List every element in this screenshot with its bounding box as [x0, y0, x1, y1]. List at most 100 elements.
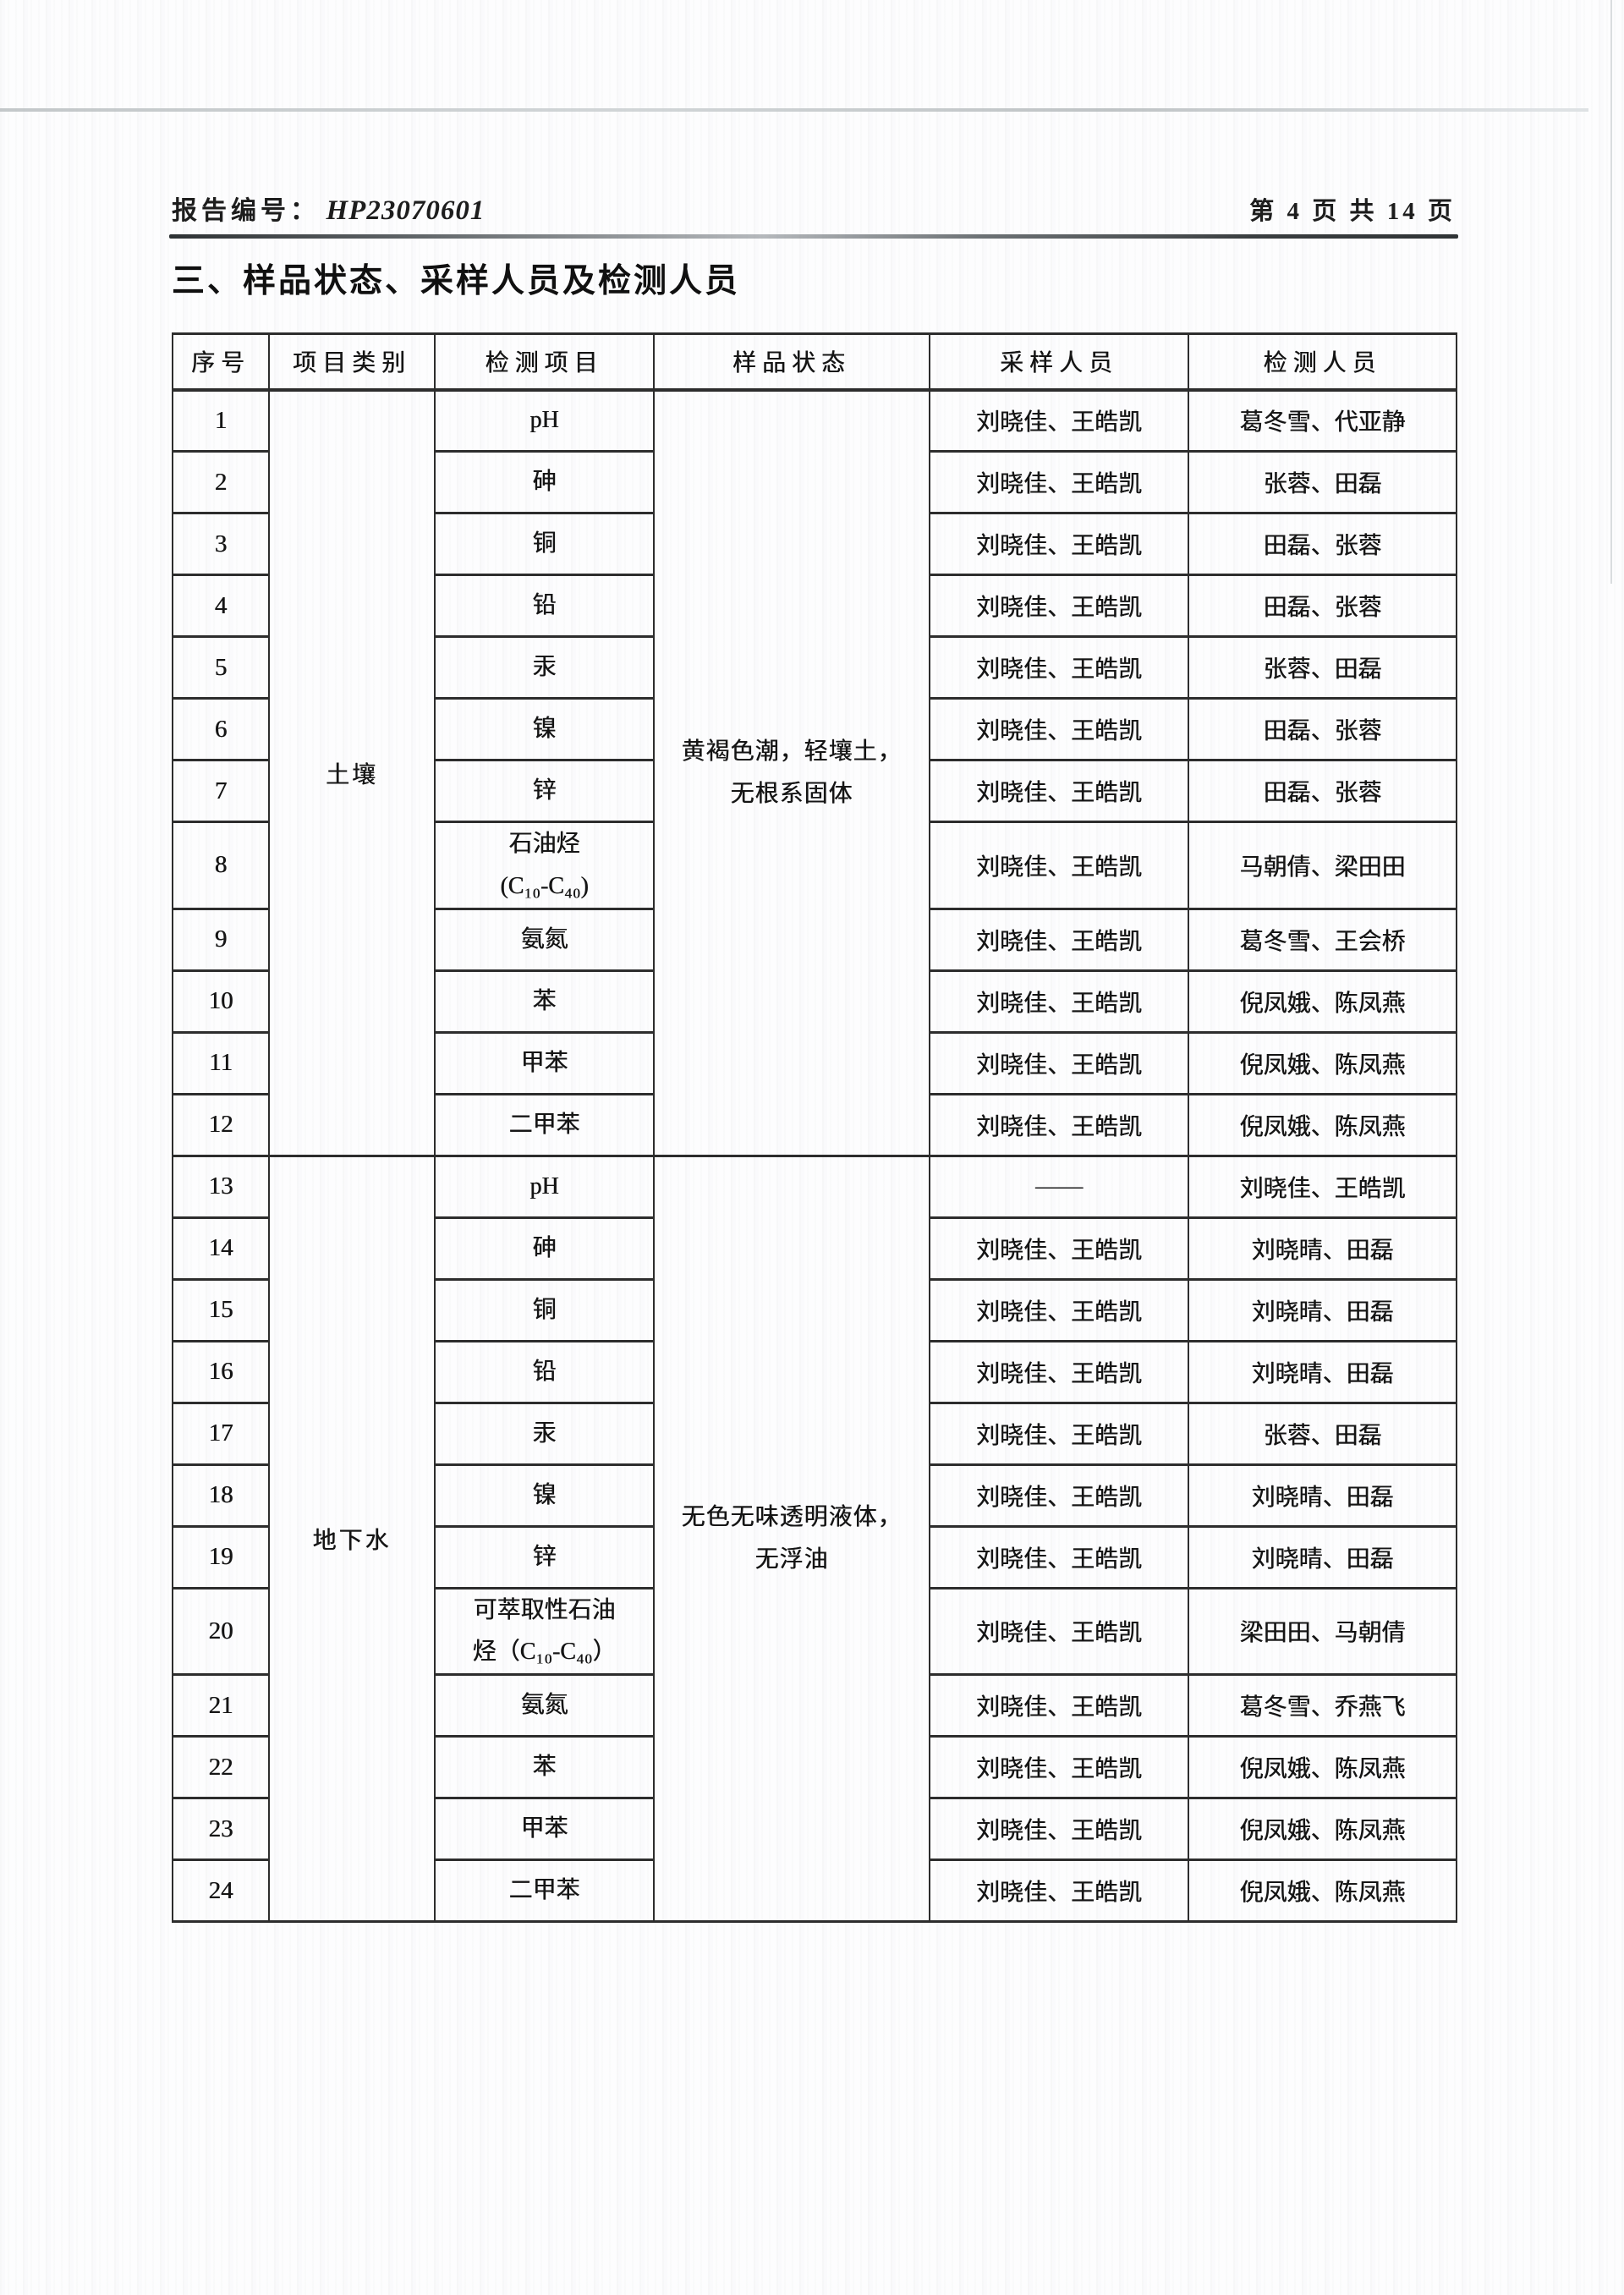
item-cell: 氨氮	[434, 907, 655, 972]
sampler-cell: 刘晓佳、王皓凯	[929, 1797, 1189, 1862]
table-row: 20 可萃取性石油 烃（C₁₀-C₄₀） 刘晓佳、王皓凯 梁田田、马朝倩	[172, 1586, 1457, 1677]
table-row: 3 铜 刘晓佳、王皓凯 田磊、张蓉	[172, 512, 1457, 576]
item-cell: 铅	[434, 1339, 655, 1404]
sampler-cell: 刘晓佳、王皓凯	[929, 512, 1189, 576]
table-row: 12 二甲苯 刘晓佳、王皓凯 倪凤娥、陈凤燕	[172, 1092, 1457, 1157]
item-cell: 镍	[434, 1463, 655, 1528]
table-row: 1 土壤 pH 黄褐色潮，轻壤土， 无根系固体 刘晓佳、王皓凯 葛冬雪、代亚静	[172, 388, 1457, 1157]
item-cell: 锌	[434, 1524, 655, 1589]
row-index-cell: 22	[172, 1735, 270, 1800]
inspector-cell: 刘晓晴、田磊	[1188, 1216, 1457, 1281]
row-index-cell: 24	[172, 1859, 270, 1924]
item-cell: 砷	[434, 1216, 655, 1281]
row-index-cell: 4	[172, 574, 270, 638]
row-index-cell: 23	[172, 1797, 270, 1862]
sampler-cell: 刘晓佳、王皓凯	[929, 1524, 1189, 1589]
item-cell: 汞	[434, 635, 655, 700]
row-index-cell: 11	[172, 1030, 270, 1095]
inspector-cell: 葛冬雪、乔燕飞	[1188, 1673, 1457, 1738]
row-index-cell: 9	[172, 907, 270, 972]
inspector-cell: 张蓉、田磊	[1188, 635, 1457, 700]
table-row: 14 砷 刘晓佳、王皓凯 刘晓晴、田磊	[172, 1216, 1457, 1281]
row-index-cell: 12	[172, 1092, 270, 1157]
item-cell: 汞	[434, 1401, 655, 1466]
table-row: 23 甲苯 刘晓佳、王皓凯 倪凤娥、陈凤燕	[172, 1797, 1457, 1862]
table-row: 17 汞 刘晓佳、王皓凯 张蓉、田磊	[172, 1401, 1457, 1466]
table-row: 5 汞 刘晓佳、王皓凯 张蓉、田磊	[172, 635, 1457, 700]
item-cell: 锌	[434, 759, 655, 823]
inspector-cell: 葛冬雪、王会桥	[1188, 907, 1457, 972]
inspector-cell: 刘晓晴、田磊	[1188, 1277, 1457, 1342]
sampler-cell: 刘晓佳、王皓凯	[929, 969, 1189, 1034]
sampler-cell: 刘晓佳、王皓凯	[929, 759, 1189, 823]
item-cell: 二甲苯	[434, 1092, 655, 1157]
item-cell: 苯	[434, 969, 655, 1034]
item-cell: 铜	[434, 1277, 655, 1342]
inspector-cell: 刘晓晴、田磊	[1188, 1339, 1457, 1404]
row-index-cell: 5	[172, 635, 270, 700]
row-index-cell: 13	[172, 1154, 270, 1219]
sampler-cell: 刘晓佳、王皓凯	[929, 635, 1189, 700]
column-header-category: 项目类别	[268, 332, 436, 392]
sampler-cell: 刘晓佳、王皓凯	[929, 1030, 1189, 1095]
row-index-cell: 1	[172, 388, 270, 453]
sampler-cell: 刘晓佳、王皓凯	[929, 821, 1189, 910]
table-row: 21 氨氮 刘晓佳、王皓凯 葛冬雪、乔燕飞	[172, 1673, 1457, 1738]
sampler-cell: 刘晓佳、王皓凯	[929, 450, 1189, 514]
sampler-cell: 刘晓佳、王皓凯	[929, 388, 1189, 453]
sampler-cell: 刘晓佳、王皓凯	[929, 1216, 1189, 1281]
sampler-cell: 刘晓佳、王皓凯	[929, 1277, 1189, 1342]
inspector-cell: 倪凤娥、陈凤燕	[1188, 1030, 1457, 1095]
table-row: 18 镍 刘晓佳、王皓凯 刘晓晴、田磊	[172, 1463, 1457, 1528]
row-index-cell: 6	[172, 697, 270, 761]
table-row: 24 二甲苯 刘晓佳、王皓凯 倪凤娥、陈凤燕	[172, 1859, 1457, 1924]
sampler-cell: 刘晓佳、王皓凯	[929, 697, 1189, 761]
table-row: 6 镍 刘晓佳、王皓凯 田磊、张蓉	[172, 697, 1457, 761]
table-row: 13 地下水 pH 无色无味透明液体， 无浮油 —— 刘晓佳、王皓凯	[172, 1154, 1457, 1924]
item-cell: 砷	[434, 450, 655, 514]
sampler-cell: 刘晓佳、王皓凯	[929, 1673, 1189, 1738]
column-header-inspector: 检测人员	[1188, 332, 1457, 392]
row-index-cell: 17	[172, 1401, 270, 1466]
item-cell: 石油烃 (C₁₀-C₄₀)	[434, 821, 655, 910]
header-divider	[169, 234, 1458, 239]
row-index-cell: 19	[172, 1524, 270, 1589]
row-index-cell: 10	[172, 969, 270, 1034]
state-cell-groundwater: 无色无味透明液体， 无浮油	[653, 1154, 930, 1924]
sampler-cell: 刘晓佳、王皓凯	[929, 1859, 1189, 1924]
report-number-label: 报告编号：	[172, 197, 320, 225]
page-indicator: 第 4 页 共 14 页	[1249, 198, 1456, 225]
column-header-item: 检测项目	[434, 332, 655, 392]
table-row: 7 锌 刘晓佳、王皓凯 田磊、张蓉	[172, 759, 1457, 823]
inspector-cell: 田磊、张蓉	[1188, 512, 1457, 576]
inspector-cell: 梁田田、马朝倩	[1188, 1586, 1457, 1677]
table-row: 16 铅 刘晓佳、王皓凯 刘晓晴、田磊	[172, 1339, 1457, 1404]
inspector-cell: 张蓉、田磊	[1188, 1401, 1457, 1466]
row-index-cell: 20	[172, 1586, 270, 1677]
scan-artifact-edge	[1610, 0, 1612, 584]
scan-artifact-line	[0, 108, 1588, 112]
table-row: 8 石油烃 (C₁₀-C₄₀) 刘晓佳、王皓凯 马朝倩、梁田田	[172, 821, 1457, 910]
sampler-cell: ——	[929, 1154, 1189, 1219]
report-number-value: HP23070601	[326, 195, 486, 226]
table-row: 10 苯 刘晓佳、王皓凯 倪凤娥、陈凤燕	[172, 969, 1457, 1034]
row-index-cell: 14	[172, 1216, 270, 1281]
item-cell: 铅	[434, 574, 655, 638]
row-index-cell: 7	[172, 759, 270, 823]
table-row: 15 铜 刘晓佳、王皓凯 刘晓晴、田磊	[172, 1277, 1457, 1342]
inspector-cell: 张蓉、田磊	[1188, 450, 1457, 514]
row-index-cell: 16	[172, 1339, 270, 1404]
row-index-cell: 8	[172, 821, 270, 910]
item-cell: 苯	[434, 1735, 655, 1800]
inspector-cell: 刘晓晴、田磊	[1188, 1463, 1457, 1528]
inspector-cell: 田磊、张蓉	[1188, 574, 1457, 638]
table-header-row: 序号 项目类别 检测项目 样品状态 采样人员 检测人员	[172, 332, 1457, 392]
inspector-cell: 田磊、张蓉	[1188, 697, 1457, 761]
column-header-state: 样品状态	[653, 332, 930, 392]
table-row: 11 甲苯 刘晓佳、王皓凯 倪凤娥、陈凤燕	[172, 1030, 1457, 1095]
section-title: 三、样品状态、采样人员及检测人员	[172, 263, 741, 299]
sampler-cell: 刘晓佳、王皓凯	[929, 1092, 1189, 1157]
category-cell-groundwater: 地下水	[268, 1154, 436, 1924]
table-row: 4 铅 刘晓佳、王皓凯 田磊、张蓉	[172, 574, 1457, 638]
